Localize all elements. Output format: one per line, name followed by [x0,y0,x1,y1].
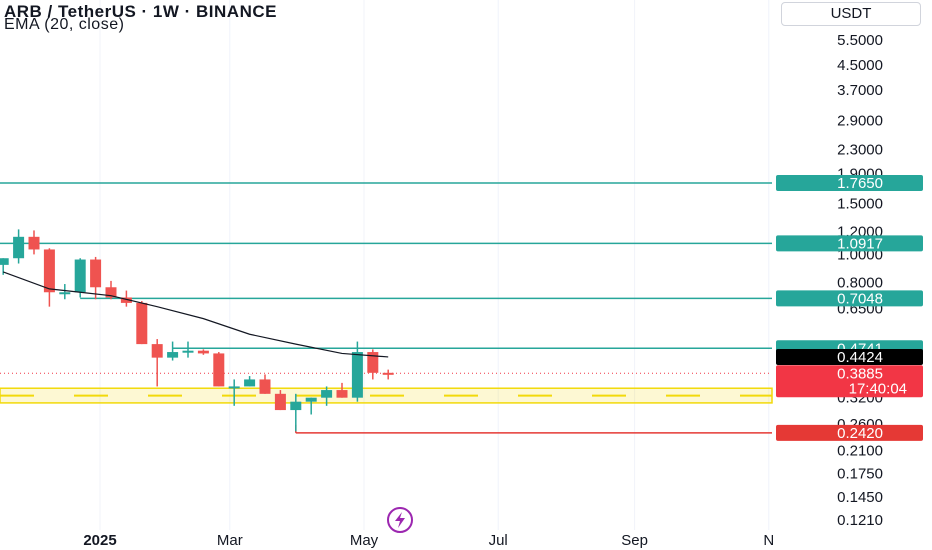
level-tag-bg [776,235,923,252]
level-tag: 0.2420 [776,424,923,442]
candle [13,229,25,264]
price-tags: 1.76501.09170.70480.47410.24200.44240.38… [776,174,923,442]
candle-body [90,259,102,288]
symbol-title[interactable]: ARB / TetherUS · 1W · BINANCE [4,2,277,21]
candle [336,382,348,398]
candle-body [197,350,209,354]
candle-body [0,258,9,265]
level-tag-bg [776,424,923,441]
candle [274,390,286,411]
level-tag: 0.7048 [776,290,923,307]
ema-price-tag-text: 0.4424 [837,349,883,366]
candle-body [151,344,163,358]
price-tick-label: 5.5000 [837,32,883,49]
candle-body [259,379,271,394]
last-price-tag-bg [776,365,923,398]
candle-body [28,236,40,250]
candle [305,397,317,415]
last-price-value: 0.3885 [837,365,883,382]
candle-body [105,287,117,298]
grid [99,0,770,530]
horizontal-levels[interactable] [0,182,772,434]
price-axis[interactable]: 5.50004.50003.70002.90002.30001.90001.50… [837,32,883,529]
candle-body [167,352,179,358]
time-tick-label: Jul [489,532,508,549]
candle-body [367,352,379,373]
candle [120,290,132,307]
price-tick-label: 0.1750 [837,466,883,483]
candle [136,301,148,345]
candle [197,349,209,355]
price-tick-label: 0.1450 [837,489,883,506]
candle [290,393,302,432]
candle-body [43,249,55,293]
candle-body [290,401,302,411]
candle-body [305,397,317,402]
level-tag-bg [776,174,923,191]
time-axis[interactable]: 2025 Mar May Jul Sep N [83,532,774,549]
candle [367,349,379,380]
candle-body [136,302,148,345]
candle [43,248,55,307]
time-tick-label: May [350,532,379,549]
ema-line [2,271,389,358]
candle-body [382,372,394,375]
candle [213,352,225,387]
price-tick-label: 0.8000 [837,274,883,291]
level-tag-text: 1.0917 [837,235,883,252]
time-tick-label: Mar [217,532,243,549]
ema-indicator-label[interactable]: EMA (20, close) [4,16,125,33]
candle [90,256,102,300]
level-tag-text: 0.7048 [837,290,883,307]
lightning-icon[interactable] [387,507,413,533]
ema-price-tag: 0.4424 [776,348,923,366]
price-tick-label: 3.7000 [837,82,883,99]
candle [182,341,194,358]
level-tag: 1.0917 [776,235,923,252]
candle-body [120,297,132,303]
candle-body [13,236,25,259]
candle-body [274,393,286,411]
candle [321,386,333,406]
candle [228,379,240,406]
price-tick-label: 2.3000 [837,142,883,159]
candle [167,341,179,361]
price-tick-label: 2.9000 [837,112,883,129]
candle-body [351,352,363,398]
candle [244,376,256,387]
time-tick-label: N [763,532,774,549]
level-tag: 1.7650 [776,174,923,192]
candle-body [74,259,86,293]
candle-countdown: 17:40:04 [849,380,907,397]
level-line-0.2420[interactable] [295,424,772,434]
candle-body [59,292,71,295]
candle-body [336,390,348,398]
level-tag-text: 0.2420 [837,425,883,442]
candle [59,284,71,300]
level-tag-bg [776,290,923,307]
currency-button[interactable]: USDT [781,2,921,26]
candle [28,230,40,255]
candle [259,374,271,394]
level-tag-text: 1.7650 [837,175,883,192]
candle-body [213,353,225,387]
candle [382,369,394,380]
time-tick-label: 2025 [83,532,116,549]
price-tick-label: 1.5000 [837,195,883,212]
candle-body [321,390,333,398]
price-tick-label: 4.5000 [837,57,883,74]
candle-body [244,379,256,387]
ema-price-tag-bg [776,348,923,365]
candles [0,229,394,432]
candle-body [228,386,240,389]
candle [151,339,163,387]
time-tick-label: Sep [621,532,648,549]
candle [74,258,86,298]
candle [351,341,363,402]
price-tick-label: 0.2100 [837,443,883,460]
candle-body [182,350,194,353]
price-tick-label: 0.1210 [837,512,883,529]
